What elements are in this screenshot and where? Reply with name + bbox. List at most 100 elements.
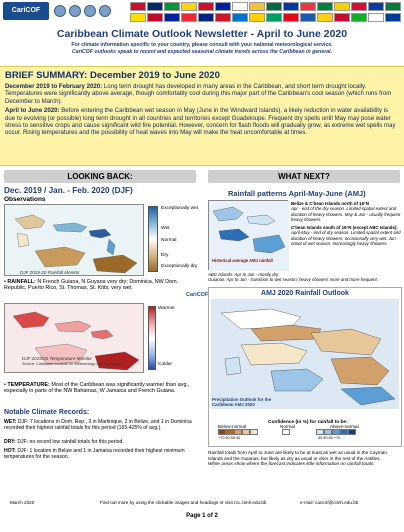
legend-normal: Normal — [280, 424, 295, 429]
page-number: Page 1 of 2 — [186, 513, 218, 519]
country-flag-icon — [266, 12, 282, 22]
country-flag-icon — [368, 12, 384, 22]
rainfall-summary-bullet: • RAINFALL: N French Guiana, N Guyana ve… — [4, 279, 179, 292]
rainfall-monitor-map[interactable] — [4, 204, 144, 276]
brief-heading: BRIEF SUMMARY: December 2019 to June 202… — [5, 70, 220, 81]
rainfall-outlook-map[interactable] — [211, 299, 399, 409]
temperature-summary-bullet: • TEMPERATURE: Most of the Caribbean was… — [4, 382, 190, 395]
amj-historical-map[interactable] — [208, 200, 289, 271]
record-dry: DRY: DJF: no record low rainfall totals … — [4, 439, 200, 445]
country-flag-icon — [164, 12, 180, 22]
notable-records-heading: Notable Climate Records: — [4, 409, 90, 416]
temperature-map-caption: DJF 2019/20 Temperature Monitor — [22, 356, 92, 361]
country-flag-icon — [334, 12, 350, 22]
temp-bullet-lead: TEMPERATURE: — [7, 382, 50, 388]
legend-swatch — [226, 429, 234, 435]
record-text: DJF: 7 locations in Dom. Rep., 3 in Mart… — [4, 419, 192, 431]
partner-logos — [54, 5, 111, 17]
legend-swatch — [250, 429, 258, 435]
legend-swatch — [324, 429, 332, 435]
country-flag-icon — [130, 2, 146, 11]
caricof-logo[interactable]: CariCOF — [3, 2, 49, 20]
legend-swatch — [348, 429, 356, 435]
country-flag-icon — [181, 2, 197, 11]
amj-regional-notes: Belize & C'bean Islands north of 16°N Apr… — [291, 201, 401, 246]
footer-email[interactable]: e-mail: caricof@cimh.edu.bb — [300, 500, 359, 505]
caricof-outlook-logo: CariCOF — [186, 292, 209, 298]
partner-logo-icon — [69, 5, 81, 17]
amj-map-graphic — [209, 201, 289, 271]
amj-low-notes: ABC Islands: Apr to Jun - mostly dry. Gu… — [208, 272, 402, 283]
disclaimer-line-2: CariCOF outlooks speak to recent and exp… — [71, 49, 333, 55]
disclaimer-note: For climate information specific to your… — [10, 42, 394, 56]
djf-period-title[interactable]: Dec. 2019 / Jan. - Feb. 2020 (DJF) — [4, 186, 133, 195]
looking-back-column: Dec. 2019 / Jan. - Feb. 2020 (DJF) Obser… — [4, 186, 199, 203]
outlook-summary-text: Rainfall totals from April to June are l… — [208, 450, 387, 461]
country-flag-icon — [300, 2, 316, 11]
precip-scale-label: Exceptionally wet — [161, 206, 199, 211]
country-flag-icon — [317, 2, 333, 11]
country-flag-icon — [249, 2, 265, 11]
member-flags — [130, 2, 402, 22]
precip-scale-label: Dry — [161, 253, 169, 258]
header-banner: CariCOF — [0, 0, 404, 24]
legend-above-swatches — [316, 429, 356, 435]
country-flag-icon — [181, 12, 197, 22]
partner-logo-icon — [99, 5, 111, 17]
partner-logo-icon — [54, 5, 66, 17]
legend-above-ticks: 40 50 60 +70 — [318, 436, 341, 440]
outlook-map-caption: Precipitation Outlook for the Caribbean … — [212, 397, 272, 407]
amj-note-south: C'bean Islands south of 16°N (except ABC… — [291, 225, 401, 246]
what-next-heading: WHAT NEXT? — [208, 170, 400, 183]
brief-djf-text: Long term drought has developed in many … — [5, 83, 392, 105]
brief-djf-lead: December 2019 to February 2020: — [5, 83, 103, 90]
country-flag-icon — [232, 2, 248, 11]
brief-amj-lead: April to June 2020: — [5, 107, 60, 115]
country-flag-icon — [147, 2, 163, 11]
temperature-scale-bar — [148, 306, 156, 370]
legend-swatch — [282, 429, 290, 435]
record-hot: HOT: DJF: 1 location in Belize and 1 in … — [4, 448, 200, 460]
amj-abc-note: ABC Islands: Apr to Jun - mostly dry. — [208, 272, 280, 277]
rainfall-map-graphic — [5, 205, 143, 275]
footer-date: March 2020 — [10, 500, 35, 505]
temp-scale-top-label: Warmer — [158, 306, 175, 311]
amj-patterns-title[interactable]: Rainfall patterns April-May-June (AMJ) — [228, 189, 366, 198]
rainfall-outlook-title[interactable]: AMJ 2020 Rainfall Outlook — [261, 290, 349, 297]
record-label: HOT: — [4, 448, 16, 454]
record-wet: WET: DJF: 7 locations in Dom. Rep., 3 in… — [4, 419, 200, 431]
temp-scale-bottom-label: Colder — [158, 362, 173, 367]
country-flag-icon — [368, 2, 384, 11]
precipitation-scale-bar — [148, 206, 158, 272]
newsletter-title: Caribbean Climate Outlook Newsletter - A… — [56, 28, 348, 40]
observations-label: Observations — [4, 196, 46, 203]
confidence-label: Confidence (in %) for rainfall to be: — [268, 420, 348, 425]
legend-swatch — [234, 429, 242, 435]
record-text: DJF: 1 location in Belize and 1 in Jamai… — [4, 448, 185, 460]
country-flag-icon — [147, 12, 163, 22]
record-label: DRY: — [4, 439, 16, 445]
amj-guianas-note: Guianas: Apr to Jun - transition to wet … — [208, 277, 378, 283]
temperature-monitor-map[interactable] — [4, 303, 144, 373]
country-flag-icon — [164, 2, 180, 11]
looking-back-heading: LOOKING BACK: — [4, 170, 196, 183]
country-flag-icon — [130, 12, 146, 22]
precip-scale-label: Wet — [161, 226, 170, 231]
country-flag-icon — [351, 12, 367, 22]
rainfall-bullet-text: N French Guiana, N Guyana very dry; Domi… — [4, 279, 179, 292]
legend-below-normal: Below-normal — [218, 424, 247, 429]
amj-note-north: Belize & C'bean Islands north of 16°N Apr… — [291, 201, 401, 222]
outlook-summary: Rainfall totals from April to June are l… — [208, 450, 402, 467]
legend-below-swatches — [218, 429, 258, 435]
rainfall-map-caption: DJF 2019-20 Rainfall Monitor — [20, 270, 80, 275]
country-flag-icon — [300, 12, 316, 22]
record-text: DJF: no record low rainfall totals for t… — [17, 439, 124, 445]
outlook-white-areas-note: White areas show where the forecast indi… — [208, 461, 375, 467]
legend-swatch — [218, 429, 226, 435]
country-flag-icon — [385, 2, 401, 11]
country-flag-icon — [385, 12, 401, 22]
brief-summary: BRIEF SUMMARY: December 2019 to June 202… — [0, 66, 404, 166]
amj-note-heading: C'bean Islands south of 16°N (except ABC… — [291, 225, 398, 231]
brief-paragraph-amj: April to June 2020: Before entering the … — [5, 107, 399, 137]
footer-links[interactable]: Find out more by using the clickable ima… — [100, 500, 267, 505]
